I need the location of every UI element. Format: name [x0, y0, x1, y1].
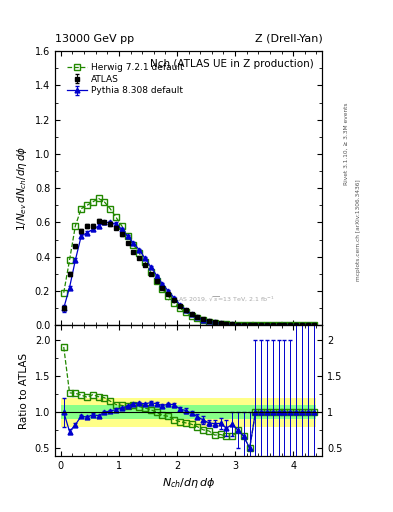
Text: Z (Drell-Yan): Z (Drell-Yan) — [255, 33, 322, 44]
Herwig 7.2.1 default — [73, 223, 78, 229]
Herwig 7.2.1 default — [288, 322, 293, 328]
Text: Nch (ATLAS UE in Z production): Nch (ATLAS UE in Z production) — [151, 59, 314, 70]
Herwig 7.2.1 default — [253, 322, 258, 328]
Herwig 7.2.1 default — [276, 322, 281, 328]
Herwig 7.2.1 default — [172, 300, 176, 306]
Herwig 7.2.1 default — [247, 322, 252, 328]
Herwig 7.2.1 default — [166, 293, 171, 299]
Herwig 7.2.1 default — [259, 322, 264, 328]
Herwig 7.2.1 default — [305, 322, 310, 328]
Herwig 7.2.1 default — [119, 223, 124, 229]
Herwig 7.2.1 default — [207, 318, 211, 325]
Herwig 7.2.1 default — [224, 321, 229, 327]
Herwig 7.2.1 default — [184, 309, 188, 315]
Herwig 7.2.1 default — [61, 290, 66, 296]
Herwig 7.2.1 default — [230, 322, 235, 328]
Herwig 7.2.1 default — [125, 233, 130, 239]
X-axis label: $N_{ch}/d\eta\,d\phi$: $N_{ch}/d\eta\,d\phi$ — [162, 476, 215, 490]
Herwig 7.2.1 default — [241, 322, 246, 328]
Herwig 7.2.1 default — [160, 286, 165, 292]
Herwig 7.2.1 default — [189, 313, 194, 319]
Herwig 7.2.1 default — [154, 278, 159, 284]
Herwig 7.2.1 default — [102, 199, 107, 205]
Herwig 7.2.1 default — [299, 322, 304, 328]
Herwig 7.2.1 default — [90, 199, 95, 205]
Herwig 7.2.1 default — [131, 242, 136, 248]
Text: mcplots.cern.ch [arXiv:1306.3436]: mcplots.cern.ch [arXiv:1306.3436] — [356, 180, 361, 281]
Y-axis label: Ratio to ATLAS: Ratio to ATLAS — [19, 352, 29, 429]
Herwig 7.2.1 default — [236, 322, 241, 328]
Text: Rivet 3.1.10, ≥ 3.3M events: Rivet 3.1.10, ≥ 3.3M events — [344, 102, 349, 185]
Text: ATLAS 2019, $\sqrt{s}$=13 TeV, 2.1 fb$^{-1}$: ATLAS 2019, $\sqrt{s}$=13 TeV, 2.1 fb$^{… — [167, 294, 275, 303]
Herwig 7.2.1 default — [213, 320, 217, 326]
Herwig 7.2.1 default — [67, 257, 72, 263]
Herwig 7.2.1 default — [108, 206, 112, 212]
Herwig 7.2.1 default — [294, 322, 298, 328]
Herwig 7.2.1 default — [149, 269, 153, 275]
Herwig 7.2.1 default — [178, 305, 182, 311]
Herwig 7.2.1 default — [195, 315, 200, 322]
Herwig 7.2.1 default — [84, 202, 89, 208]
Herwig 7.2.1 default — [79, 206, 84, 212]
Text: 13000 GeV pp: 13000 GeV pp — [55, 33, 134, 44]
Herwig 7.2.1 default — [282, 322, 287, 328]
Herwig 7.2.1 default — [137, 250, 141, 257]
Herwig 7.2.1 default — [311, 322, 316, 328]
Herwig 7.2.1 default — [270, 322, 275, 328]
Herwig 7.2.1 default — [265, 322, 270, 328]
Herwig 7.2.1 default — [114, 214, 118, 220]
Herwig 7.2.1 default — [201, 317, 206, 324]
Line: Herwig 7.2.1 default: Herwig 7.2.1 default — [61, 196, 316, 328]
Herwig 7.2.1 default — [143, 259, 147, 265]
Legend: Herwig 7.2.1 default, ATLAS, Pythia 8.308 default: Herwig 7.2.1 default, ATLAS, Pythia 8.30… — [65, 61, 185, 97]
Herwig 7.2.1 default — [96, 196, 101, 202]
Herwig 7.2.1 default — [218, 321, 223, 327]
Y-axis label: $1/N_{ev}\,dN_{ch}/d\eta\,d\phi$: $1/N_{ev}\,dN_{ch}/d\eta\,d\phi$ — [15, 145, 29, 231]
